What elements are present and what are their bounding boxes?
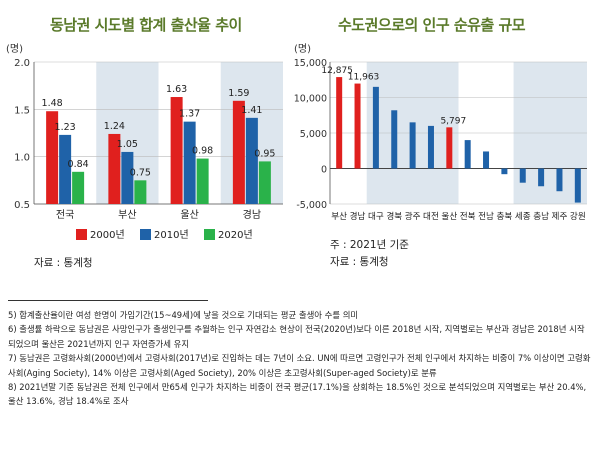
bar: [196, 158, 209, 204]
bar: [72, 171, 85, 204]
bar: [46, 111, 59, 204]
data-label: 1.05: [117, 139, 138, 150]
y-tick-label: 1.5: [14, 105, 30, 116]
bar: [232, 100, 245, 204]
x-tick-label: 전국: [56, 209, 74, 221]
y-tick-label: 10,000: [294, 94, 327, 105]
bar: [464, 140, 471, 169]
x-tick-label: 경남: [243, 208, 261, 221]
footnotes: 5) 합계출산율이란 여성 한명이 가임기간(15~49세)에 낳을 것으로 기…: [8, 308, 592, 409]
bar: [501, 168, 508, 175]
bar: [59, 134, 72, 204]
bar: [336, 77, 343, 169]
bar: [574, 168, 581, 203]
bar: [258, 161, 271, 204]
bar: [121, 151, 134, 204]
y-unit: (명): [294, 43, 311, 55]
footnote-6: 6) 출생률 하락으로 동남권은 사망인구가 출생인구를 추월하는 인구 자연감…: [8, 324, 585, 349]
data-label: 1.63: [166, 84, 187, 95]
bar: [446, 127, 453, 169]
bar: [183, 121, 196, 204]
footnote-divider: [8, 300, 208, 301]
right-chart-title: 수도권으로의 인구 순유출 규모: [338, 16, 526, 34]
y-tick-label: 15,000: [294, 58, 327, 69]
data-label: 1.37: [179, 109, 200, 120]
footnote-5: 5) 합계출산율이란 여성 한명이 가임기간(15~49세)에 낳을 것으로 기…: [8, 310, 359, 320]
bar: [483, 151, 490, 169]
legend-swatch: [140, 229, 151, 240]
data-label: 0.95: [254, 148, 275, 159]
data-label: 0.98: [192, 146, 213, 157]
bar: [372, 86, 379, 169]
bar: [108, 133, 121, 204]
x-tick-label: 울산: [180, 209, 198, 221]
bar: [170, 97, 183, 204]
bar: [409, 122, 416, 169]
bar: [519, 168, 526, 183]
x-tick-label: 경북: [386, 210, 402, 222]
y-unit: (명): [6, 43, 23, 55]
x-tick-label: 충북: [496, 211, 512, 222]
data-label: 5,797: [440, 116, 466, 126]
y-tick-label: 0: [321, 165, 327, 176]
x-tick-label: 전남: [478, 211, 494, 222]
right-source: 자료 : 통계청: [330, 256, 389, 268]
bar: [427, 125, 434, 169]
data-label: 0.84: [68, 159, 89, 170]
data-label: 1.24: [104, 121, 125, 132]
data-label: 1.23: [55, 122, 76, 133]
y-tick-label: -5,000: [296, 200, 327, 211]
bar: [556, 168, 563, 192]
bar: [354, 83, 361, 169]
right-note: 주 : 2021년 기준: [330, 239, 409, 251]
x-tick-label: 강원: [570, 211, 586, 222]
bar: [245, 117, 258, 204]
x-tick-label: 전북: [460, 211, 476, 222]
x-tick-label: 제주: [552, 211, 568, 222]
x-tick-label: 경남: [350, 210, 366, 222]
footnote-7: 7) 동남권은 고령화사회(2000년)에서 고령사회(2017년)로 진입하는…: [8, 353, 591, 378]
legend-swatch: [76, 229, 87, 240]
y-tick-label: 0.5: [14, 200, 30, 211]
left-source: 자료 : 통계청: [34, 257, 93, 269]
data-label: 1.48: [42, 98, 63, 109]
data-label: 11,963: [348, 73, 380, 83]
bar: [538, 168, 545, 187]
x-tick-label: 세종: [515, 211, 531, 222]
legend-swatch: [204, 229, 215, 240]
x-tick-label: 충남: [533, 211, 549, 222]
legend-label: 2000년: [90, 229, 125, 241]
x-tick-label: 울산: [441, 211, 457, 222]
data-label: 1.59: [228, 88, 249, 99]
x-tick-label: 광주: [405, 210, 421, 222]
bar: [391, 110, 398, 169]
y-tick-label: 5,000: [300, 129, 327, 140]
x-tick-label: 대전: [423, 211, 439, 222]
x-tick-label: 부산: [331, 211, 347, 222]
data-label: 1.41: [241, 105, 262, 116]
y-tick-label: 1.0: [14, 153, 30, 164]
footnote-8: 8) 2021년말 기준 동남권은 전체 인구에서 만65세 인구가 차지하는 …: [8, 382, 587, 407]
x-tick-label: 대구: [368, 211, 384, 222]
data-label: 12,875: [321, 66, 353, 76]
left-chart-title: 동남권 시도별 합계 출산율 추이: [50, 16, 242, 34]
bar: [134, 180, 147, 204]
legend-label: 2010년: [154, 229, 189, 241]
y-tick-label: 2.0: [14, 58, 30, 69]
fertility-rate-chart: (명) 0.5 1.0 1.5 2.0 1.48 1.23 0.84 전국 1.24 1.05 0.7…: [6, 43, 283, 241]
legend-label: 2020년: [218, 229, 253, 241]
data-label: 0.75: [130, 167, 151, 178]
x-tick-label: 부산: [118, 209, 136, 221]
